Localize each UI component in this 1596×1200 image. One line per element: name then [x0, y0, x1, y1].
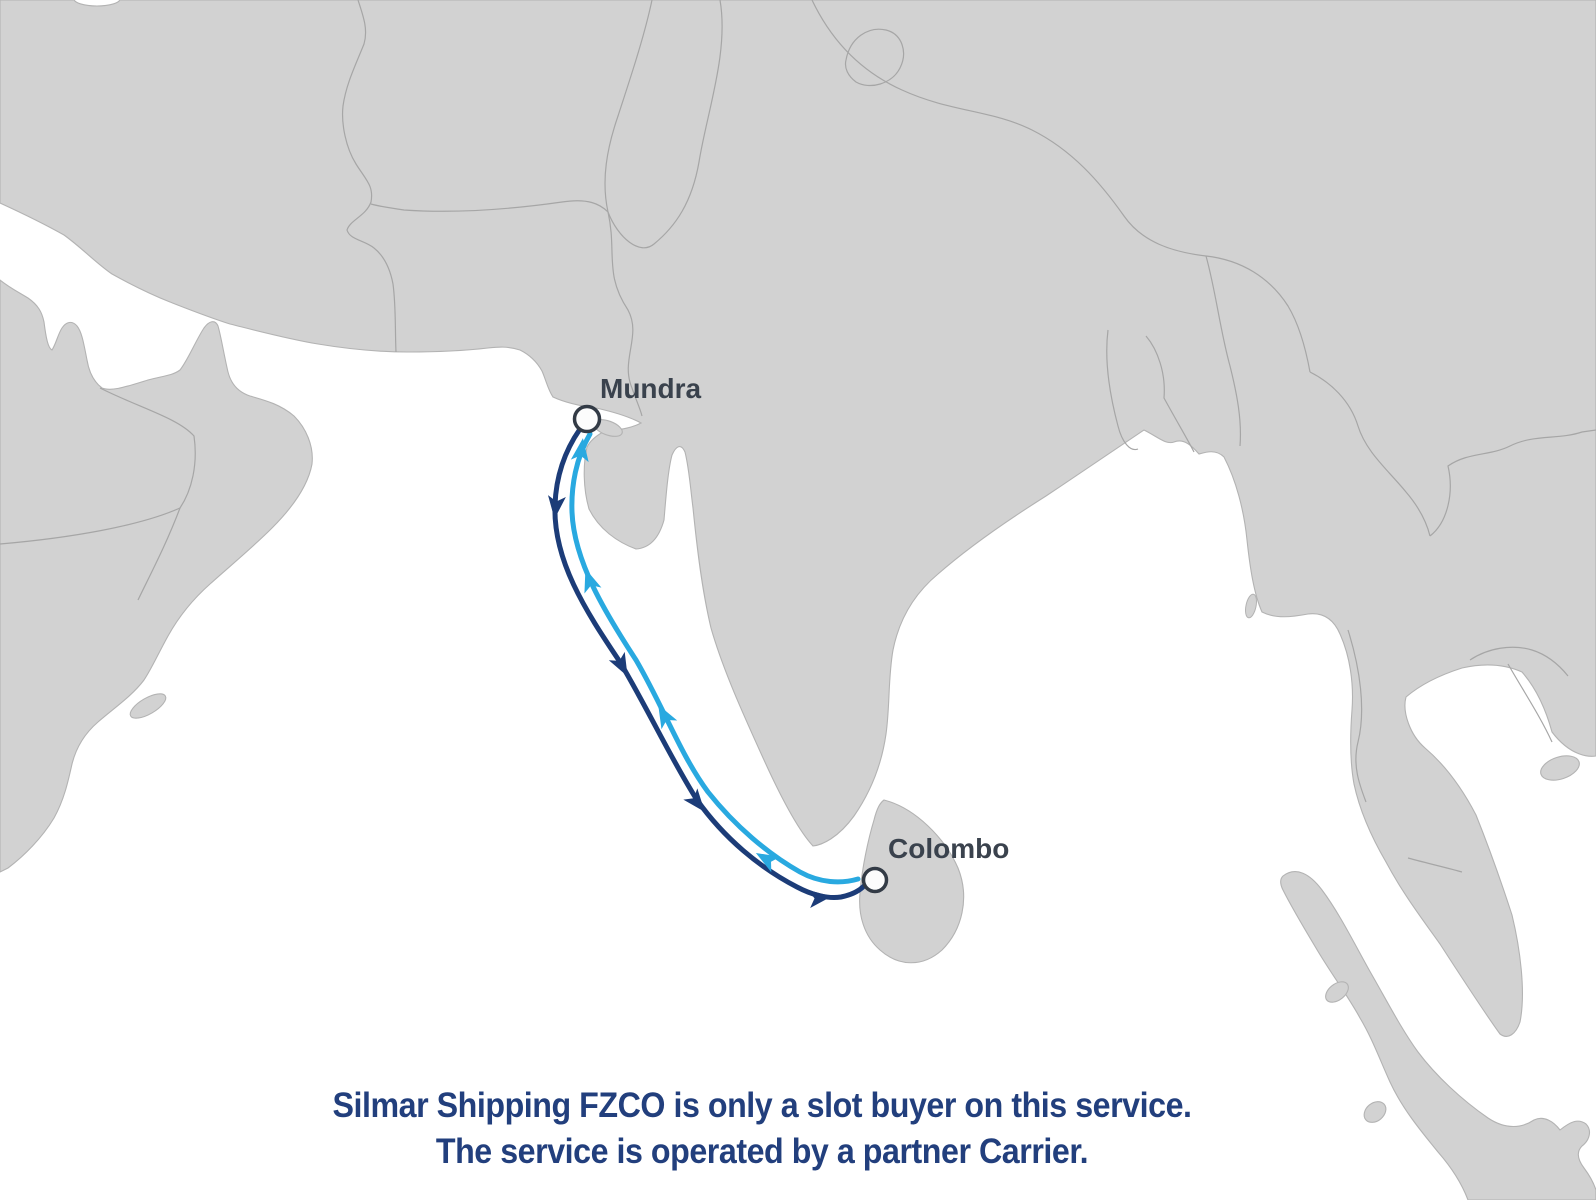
southbound-arrow-icon [547, 495, 566, 519]
northbound-arrow-icon [658, 704, 678, 730]
southbound-arrow-icon [807, 890, 832, 909]
disclaimer-line-1: Silmar Shipping FZCO is only a slot buye… [332, 1086, 1192, 1125]
landmass-asia [0, 0, 1596, 1037]
service-disclaimer: Silmar Shipping FZCO is only a slot buye… [28, 1083, 1496, 1175]
masirah-island [129, 693, 167, 719]
country-borders [0, 0, 1596, 873]
southbound-arrow-icon [608, 651, 628, 677]
northbound-arrow-icon [584, 568, 602, 594]
route-arrows [547, 438, 832, 909]
port-marker-mundra [572, 404, 602, 434]
southbound-arrow-icon [683, 788, 705, 812]
port-marker-colombo [861, 866, 889, 894]
landmass-sri-lanka [859, 799, 965, 964]
disclaimer-line-2: The service is operated by a partner Car… [435, 1132, 1089, 1171]
mekong-delta [1540, 755, 1580, 781]
myanmar-islet [1245, 593, 1257, 619]
port-label-mundra: Mundra [600, 373, 702, 404]
sumatra-islet-1 [1325, 981, 1349, 1003]
northbound-arrow-icon [755, 853, 781, 873]
landmass-arabia [0, 279, 313, 873]
landmass-sumatra [1280, 871, 1596, 1200]
sumatra-islet-2 [1363, 1101, 1387, 1123]
port-label-colombo: Colombo [888, 833, 1009, 864]
caspian-sea-tip [73, 0, 121, 7]
northbound-arrow-icon [570, 438, 589, 463]
